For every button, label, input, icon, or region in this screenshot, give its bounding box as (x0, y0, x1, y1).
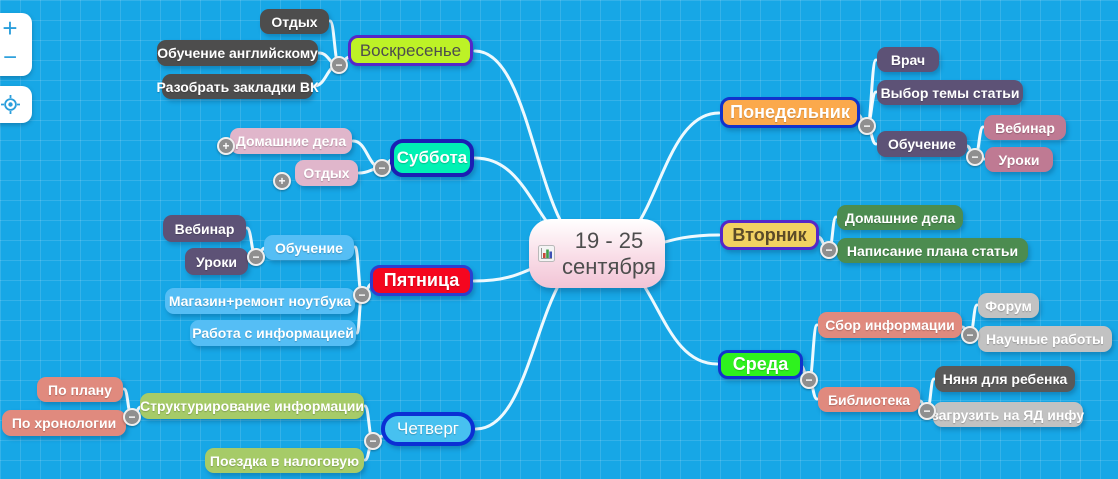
expand-button[interactable]: + (217, 137, 235, 155)
node-vebinar-friday[interactable]: Вебинар (163, 215, 246, 242)
node-voskresene[interactable]: Воскресенье (348, 35, 473, 66)
node-otdyh-saturday[interactable]: Отдых (295, 160, 358, 186)
node-sbor-informacii[interactable]: Сбор информации (818, 312, 962, 338)
node-nauchnye-raboty[interactable]: Научные работы (978, 326, 1112, 352)
locate-icon (0, 95, 20, 114)
bar-chart-icon (538, 245, 556, 262)
node-napisanie-plana-stati[interactable]: Написание плана статьи (837, 238, 1028, 263)
node-uroki-monday[interactable]: Уроки (985, 147, 1053, 172)
collapse-button[interactable]: − (918, 402, 936, 420)
node-strukturirovanie-informacii[interactable]: Структурирование информации (140, 393, 364, 419)
node-ponedelnik[interactable]: Понедельник (720, 97, 860, 128)
collapse-button[interactable]: − (858, 117, 876, 135)
node-vebinar-monday[interactable]: Вебинар (984, 115, 1066, 140)
zoom-in-button[interactable]: + (0, 15, 32, 41)
node-central-topic[interactable]: 19 - 25 сентября (529, 219, 665, 288)
locate-panel (0, 86, 32, 123)
locate-button[interactable] (0, 94, 32, 115)
node-vtornik[interactable]: Вторник (720, 220, 819, 250)
node-otdyh-sunday[interactable]: Отдых (260, 9, 329, 34)
node-razobrat-zakladki-vk[interactable]: Разобрать закладки ВК (156, 74, 319, 99)
collapse-button[interactable]: − (961, 326, 979, 344)
node-chetverg[interactable]: Четверг (381, 412, 475, 446)
collapse-button[interactable]: − (800, 371, 818, 389)
center-title-line2: сентября (562, 253, 656, 279)
collapse-button[interactable]: − (373, 159, 391, 177)
node-domashnie-dela-tue[interactable]: Домашние дела (837, 205, 963, 230)
node-biblioteka[interactable]: Библиотека (818, 387, 920, 412)
node-sreda[interactable]: Среда (718, 350, 803, 379)
collapse-button[interactable]: − (820, 241, 838, 259)
node-vrach[interactable]: Врач (877, 47, 939, 72)
collapse-button[interactable]: − (353, 286, 371, 304)
collapse-button[interactable]: − (330, 56, 348, 74)
expand-button[interactable]: + (273, 172, 291, 190)
collapse-button[interactable]: − (123, 408, 141, 426)
node-subbota[interactable]: Суббота (390, 139, 474, 177)
node-vybor-temy-stati[interactable]: Выбор темы статьи (877, 80, 1023, 105)
node-magazin-remont-noutbuka[interactable]: Магазин+ремонт ноутбука (165, 288, 355, 314)
node-poezdka-v-nalogovuyu[interactable]: Поездка в налоговую (205, 448, 364, 473)
center-title-line1: 19 - 25 (574, 228, 644, 254)
node-po-hronologii[interactable]: По хронологии (2, 410, 126, 436)
node-forum[interactable]: Форум (978, 293, 1039, 318)
zoom-panel: + − (0, 13, 32, 76)
node-pyatnica[interactable]: Пятница (370, 265, 473, 296)
node-nyanya-dlya-rebenka[interactable]: Няня для ребенка (935, 366, 1075, 392)
node-zagruzit-na-yad-infu[interactable]: загрузить на ЯД инфу (932, 402, 1084, 427)
collapse-button[interactable]: − (364, 432, 382, 450)
node-po-planu[interactable]: По плану (37, 377, 123, 402)
collapse-button[interactable]: − (247, 248, 265, 266)
node-rabota-s-informaciey[interactable]: Работа с информацией (190, 320, 356, 346)
node-obuchenie-friday[interactable]: Обучение (264, 235, 354, 260)
collapse-button[interactable]: − (966, 148, 984, 166)
zoom-out-button[interactable]: − (0, 46, 32, 70)
node-obuchenie-angliyskomu[interactable]: Обучение английскому (157, 40, 318, 66)
node-uroki-friday[interactable]: Уроки (185, 248, 248, 275)
node-domashnie-dela-sat[interactable]: Домашние дела (230, 128, 352, 154)
node-obuchenie-monday[interactable]: Обучение (877, 131, 967, 157)
